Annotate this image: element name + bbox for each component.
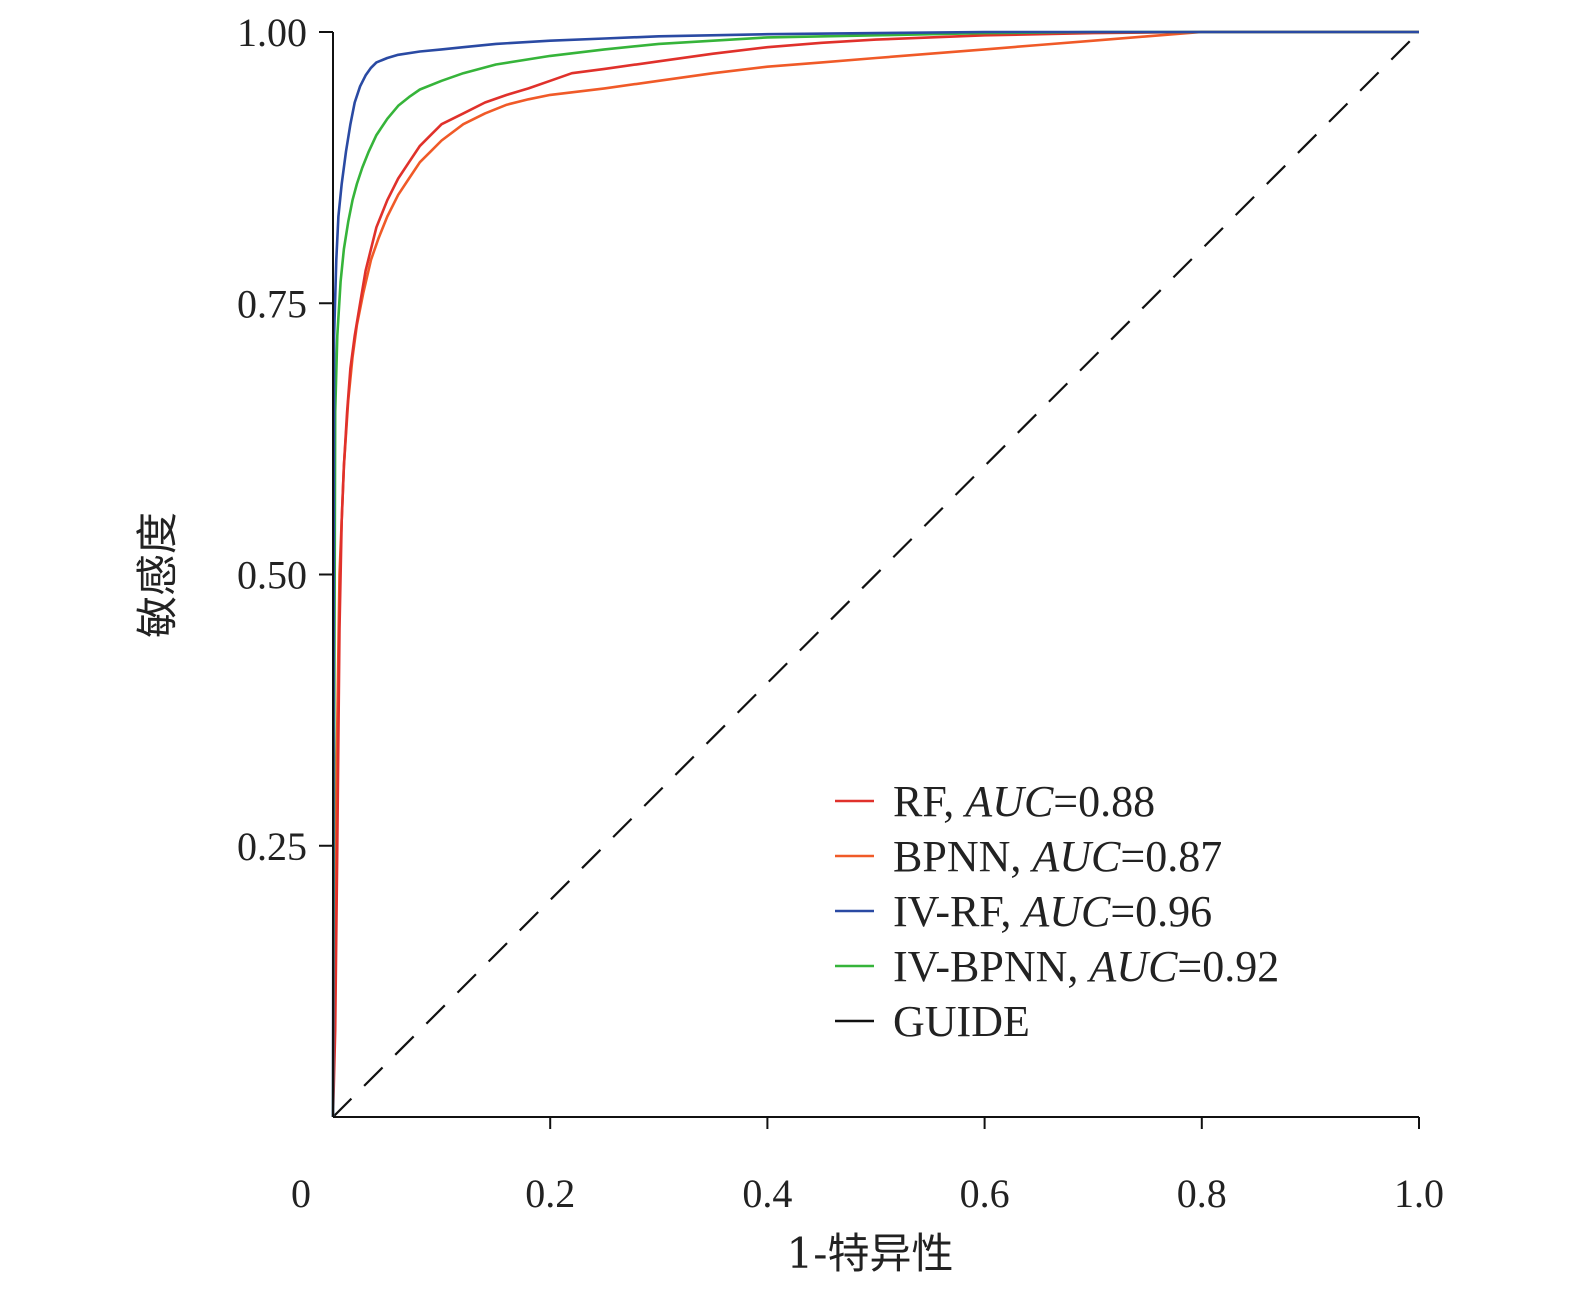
legend-label-iv-rf: IV-RF, AUC=0.96 (893, 887, 1212, 936)
legend-series-name: GUIDE (893, 997, 1030, 1046)
legend-auc-value: =0.87 (1120, 832, 1222, 881)
legend-series-name: BPNN (893, 832, 1010, 881)
legend-separator: , (1067, 942, 1089, 991)
series-line-guide (332, 31, 1420, 1118)
x-tick-label: 0 (291, 1171, 311, 1216)
x-tick-label: 1.0 (1394, 1171, 1444, 1216)
series-line-iv-rf (331, 30, 1419, 1118)
x-tick-label: 0.2 (525, 1171, 575, 1216)
legend-auc-label: AUC (1029, 832, 1121, 881)
legend-separator: , (1010, 832, 1032, 881)
legend-auc-value: =0.88 (1053, 777, 1155, 826)
y-tick-label: 0.50 (237, 553, 307, 598)
legend-label-rf: RF, AUC=0.88 (893, 777, 1155, 826)
y-tick-label: 0.25 (237, 824, 307, 869)
legend-auc-label: AUC (1086, 942, 1178, 991)
x-axis-ticks: 0 0.2 0.4 0.6 0.8 1.0 (291, 1117, 1444, 1216)
legend-separator: , (1000, 887, 1022, 936)
legend-series-name: IV-BPNN (893, 942, 1067, 991)
legend-label-guide: GUIDE (893, 997, 1030, 1046)
y-tick-label: 1.00 (237, 10, 307, 55)
legend-series-name: IV-RF (893, 887, 1002, 936)
legend-series-name: RF (893, 777, 945, 826)
legend-auc-label: AUC (1019, 887, 1111, 936)
y-axis-ticks: 0.25 0.50 0.75 1.00 (237, 10, 333, 869)
x-tick-label: 0.4 (742, 1171, 792, 1216)
x-tick-label: 0.8 (1177, 1171, 1227, 1216)
legend-auc-label: AUC (962, 777, 1054, 826)
series-line-iv-bpnn (331, 30, 1419, 1118)
series-line-rf (331, 30, 1419, 1118)
x-axis-title: 1-特异性 (787, 1229, 954, 1278)
legend-separator: , (943, 777, 965, 826)
y-tick-label: 0.75 (237, 281, 307, 326)
y-axis-title: 敏感度 (133, 512, 182, 638)
plot-curves (331, 30, 1420, 1118)
legend-auc-value: =0.96 (1110, 887, 1212, 936)
legend-label-bpnn: BPNN, AUC=0.87 (893, 832, 1222, 881)
legend-auc-value: =0.92 (1177, 942, 1279, 991)
x-tick-label: 0.6 (960, 1171, 1010, 1216)
legend-label-iv-bpnn: IV-BPNN, AUC=0.92 (893, 942, 1279, 991)
